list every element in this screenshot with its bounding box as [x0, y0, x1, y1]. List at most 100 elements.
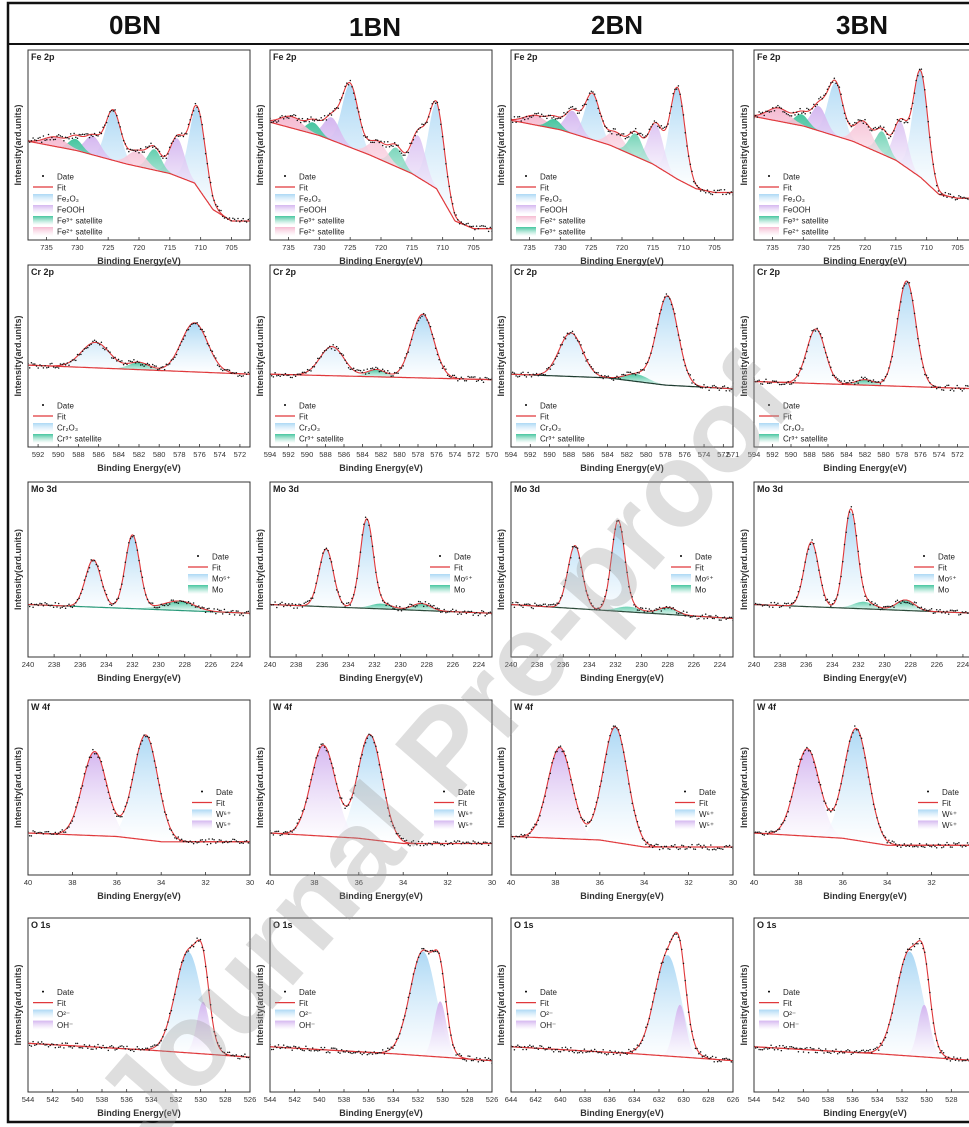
- data-point: [915, 79, 917, 82]
- data-point: [869, 1048, 871, 1051]
- data-point: [780, 823, 783, 826]
- data-point: [787, 1048, 789, 1050]
- data-point: [465, 379, 468, 382]
- data-point: [823, 346, 825, 349]
- data-point: [157, 148, 159, 150]
- data-point: [634, 814, 637, 817]
- x-tick-label: 224: [231, 660, 244, 669]
- data-point: [677, 334, 680, 336]
- data-point: [235, 840, 238, 842]
- data-point: [687, 372, 690, 375]
- data-points: [28, 321, 250, 378]
- data-point: [795, 111, 798, 114]
- data-point: [706, 617, 709, 620]
- data-point: [244, 220, 246, 222]
- data-point: [90, 343, 92, 345]
- data-point: [830, 1052, 832, 1054]
- data-point: [951, 609, 953, 612]
- data-point: [628, 783, 630, 785]
- data-point: [763, 1048, 765, 1050]
- data-point: [146, 1047, 149, 1050]
- data-point: [908, 282, 911, 284]
- data-point: [954, 1059, 957, 1062]
- component-area-0: [270, 314, 492, 380]
- data-point: [407, 605, 410, 608]
- data-point: [153, 606, 156, 608]
- data-point: [799, 586, 801, 588]
- data-point: [937, 190, 940, 192]
- fit-line: [754, 508, 969, 614]
- data-point: [813, 329, 815, 331]
- data-point: [689, 163, 692, 165]
- y-axis-label: Intensity(ard.units): [255, 964, 265, 1045]
- data-point: [766, 110, 769, 112]
- data-point: [368, 1052, 370, 1055]
- x-tick-label: 228: [904, 660, 917, 669]
- legend-swatch: [516, 1009, 536, 1019]
- data-point: [455, 1054, 457, 1056]
- data-point: [414, 327, 416, 330]
- data-point: [862, 122, 865, 124]
- data-point: [61, 135, 63, 138]
- data-point: [645, 1026, 647, 1028]
- data-point: [351, 85, 353, 88]
- data-point: [110, 604, 113, 606]
- data-point: [932, 612, 935, 615]
- data-point: [392, 1047, 394, 1049]
- data-point: [88, 136, 91, 139]
- data-point: [80, 353, 82, 356]
- data-point: [638, 372, 640, 374]
- data-point: [934, 612, 936, 614]
- data-point: [109, 797, 111, 800]
- data-point: [465, 1060, 468, 1062]
- data-point: [479, 377, 481, 379]
- x-tick-label: 628: [702, 1095, 715, 1104]
- data-point: [179, 344, 181, 346]
- data-point: [571, 545, 574, 548]
- data-point: [556, 602, 558, 604]
- data-point: [155, 365, 157, 367]
- data-point: [330, 114, 333, 116]
- data-point: [621, 1051, 623, 1054]
- data-point: [838, 379, 841, 382]
- data-point: [612, 379, 615, 381]
- data-point: [593, 608, 596, 610]
- data-point: [239, 1057, 241, 1060]
- data-point: [150, 366, 152, 369]
- data-point: [42, 135, 45, 137]
- data-point: [215, 842, 217, 844]
- data-point: [477, 614, 480, 617]
- data-point: [542, 373, 545, 376]
- data-point: [438, 108, 440, 111]
- data-point: [474, 376, 476, 378]
- x-tick-label: 640: [554, 1095, 567, 1104]
- data-point: [718, 619, 721, 621]
- data-point: [946, 1058, 948, 1061]
- data-point: [520, 120, 522, 122]
- data-point: [918, 344, 921, 347]
- data-point: [918, 938, 921, 940]
- data-point: [201, 606, 203, 608]
- data-point: [896, 599, 899, 602]
- data-point: [429, 949, 432, 952]
- data-point: [669, 941, 671, 943]
- data-point: [727, 617, 729, 619]
- data-point: [871, 600, 873, 603]
- data-point: [840, 1050, 842, 1052]
- data-point: [785, 113, 788, 115]
- legend-label: OH⁻: [299, 1021, 315, 1030]
- data-point: [469, 1055, 471, 1057]
- data-point: [162, 157, 164, 159]
- data-point: [351, 1052, 353, 1055]
- data-point: [361, 1053, 363, 1056]
- data-point: [51, 604, 53, 607]
- data-point: [194, 606, 197, 608]
- data-point: [641, 607, 644, 609]
- data-point: [692, 1039, 695, 1041]
- data-point: [912, 846, 914, 848]
- component-area-0: [511, 88, 733, 193]
- data-point: [417, 128, 420, 130]
